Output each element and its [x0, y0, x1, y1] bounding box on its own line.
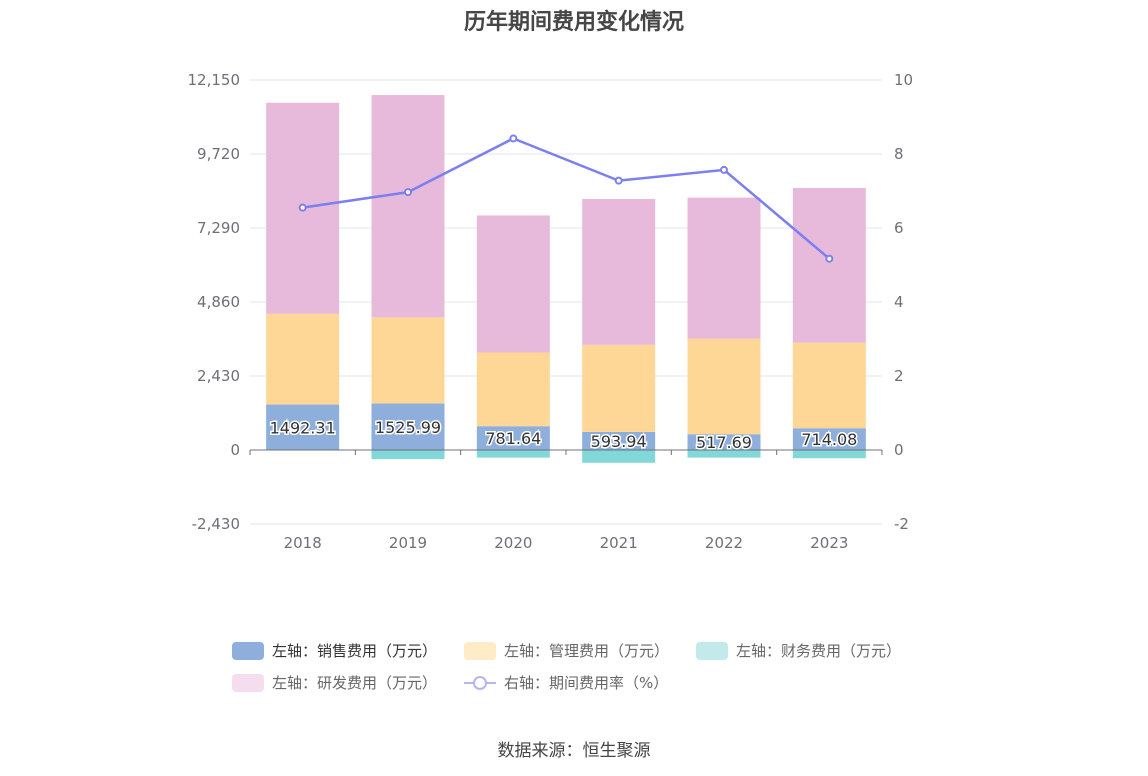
y-right-tick-label: 4	[894, 293, 904, 311]
bar-segment	[371, 95, 445, 318]
expense-rate-point	[509, 134, 518, 143]
bar-segment	[687, 338, 761, 435]
legend-item-expense-rate[interactable]: 右轴：期间费用率（%）	[464, 672, 668, 693]
bar-segment	[371, 403, 445, 450]
y-left-tick-label: 2,430	[197, 367, 240, 385]
x-tick-label: 2023	[810, 534, 848, 552]
legend-label-expense-rate: 右轴：期间费用率（%）	[504, 674, 669, 692]
bar-segment	[687, 434, 761, 450]
data-source: 数据来源：恒生聚源	[497, 741, 651, 761]
bar-segment	[371, 317, 445, 404]
expense-rate-point	[404, 188, 412, 197]
y-right-tick-label: 0	[894, 441, 904, 459]
x-tick-label: 2020	[494, 534, 532, 552]
bar-segment	[792, 450, 866, 459]
legend-swatch-sales	[232, 641, 264, 660]
bar-segment	[476, 352, 550, 427]
data-label: 593.94	[591, 432, 647, 451]
y-right-tick-label: 6	[894, 219, 904, 237]
bar-segment	[582, 450, 656, 463]
x-tick-label: 2021	[600, 534, 638, 552]
bar-segment	[792, 428, 866, 450]
y-left-tick-label: -2,430	[192, 515, 240, 533]
y-right-tick-label: 2	[894, 367, 904, 385]
bar-segment	[266, 404, 340, 450]
expense-rate-point	[720, 165, 728, 174]
data-label: 517.69	[696, 433, 752, 452]
y-left-tick-label: 9,720	[197, 145, 240, 163]
bar-segment	[371, 450, 445, 460]
bar-segment	[792, 187, 866, 343]
legend-line-marker-icon	[464, 674, 496, 692]
legend-label-sales: 左轴：销售费用（万元）	[272, 642, 438, 660]
legend-item-rd[interactable]: 左轴：研发费用（万元）	[232, 672, 437, 693]
bar-segment	[476, 426, 550, 450]
legend-label-rd: 左轴：研发费用（万元）	[272, 674, 438, 692]
legend-item-admin[interactable]: 左轴：管理费用（万元）	[464, 640, 669, 661]
bar-segment	[687, 197, 761, 339]
y-left-tick-label: 12,150	[188, 71, 241, 89]
expense-rate-line	[302, 137, 831, 260]
y-right-tick-label: -2	[894, 515, 909, 533]
chart-title: 历年期间费用变化情况	[463, 10, 684, 35]
bar-segment	[266, 313, 340, 405]
legend-label-admin: 左轴：管理费用（万元）	[504, 642, 670, 660]
bar-segment	[476, 450, 550, 458]
legend-label-finance: 左轴：财务费用（万元）	[736, 642, 902, 660]
data-label: 1492.31	[270, 418, 336, 437]
expense-rate-point	[614, 176, 623, 185]
legend-item-finance[interactable]: 左轴：财务费用（万元）	[696, 640, 901, 661]
data-label: 781.64	[485, 429, 541, 448]
x-tick-label: 2019	[389, 534, 427, 552]
expense-rate-point	[298, 203, 307, 212]
y-left-tick-label: 4,860	[197, 293, 240, 311]
bar-segment	[792, 342, 866, 429]
y-right-tick-label: 8	[894, 145, 904, 163]
y-left-tick-label: 0	[230, 441, 240, 459]
expense-rate-point	[825, 254, 834, 263]
data-label: 1525.99	[375, 418, 441, 437]
legend-swatch-finance	[696, 641, 728, 660]
bar-segment	[687, 450, 761, 458]
bar-segment	[582, 344, 656, 432]
y-left-tick-label: 7,290	[197, 219, 240, 237]
bar-segment	[582, 431, 656, 450]
data-label: 714.08	[801, 430, 857, 449]
legend-swatch-rd	[232, 673, 264, 692]
legend-swatch-admin	[464, 641, 496, 660]
x-tick-label: 2018	[284, 534, 322, 552]
y-right-tick-label: 10	[894, 71, 913, 89]
x-tick-label: 2022	[705, 534, 743, 552]
bar-segment	[476, 215, 550, 353]
legend-item-sales[interactable]: 左轴：销售费用（万元）	[232, 640, 437, 661]
bar-segment	[582, 198, 656, 345]
